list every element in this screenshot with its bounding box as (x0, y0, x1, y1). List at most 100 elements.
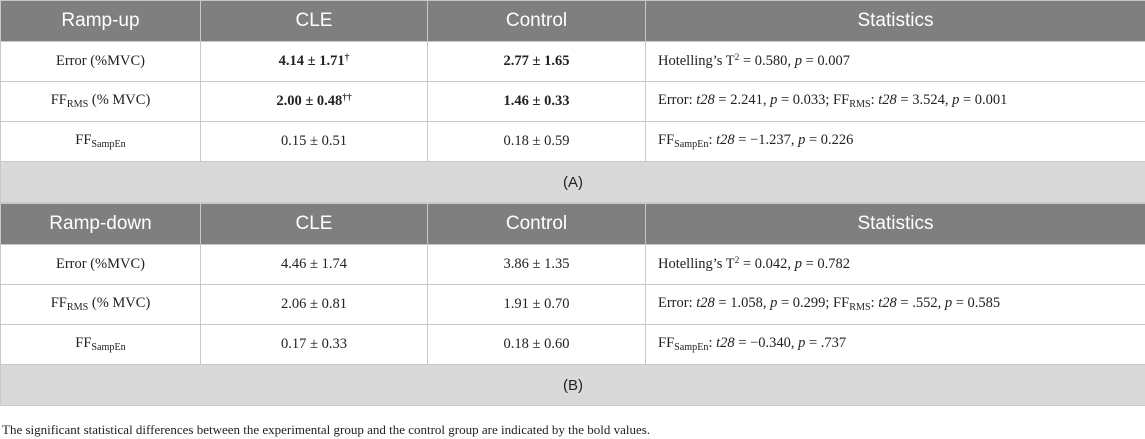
table-cell: 2.06 ± 0.81 (200, 284, 428, 325)
header-cell: CLE (200, 203, 428, 245)
cell-text: = 0.226 (805, 132, 854, 149)
table-cell: 1.46 ± 0.33 (427, 81, 646, 122)
cell-text: = 0.042, (739, 256, 795, 273)
cell-text: RMS (66, 302, 89, 314)
table-cell: 4.14 ± 1.71† (200, 41, 428, 82)
cell-text: SampEn (674, 139, 709, 151)
table-cell: FFSampEn: t28 = −0.340, p = .737 (645, 324, 1145, 365)
cell-text: Hotelling’s T (658, 53, 735, 70)
header-cell: Control (427, 0, 646, 42)
table-cell: FFSampEn (0, 324, 201, 365)
table-row: Error (%MVC) 4.46 ± 1.74 3.86 ± 1.35 Hotell… (0, 244, 1145, 285)
data-table: Ramp-down CLE Control Statistics Error (%MVC… (0, 203, 1145, 406)
cell-text: Error: (658, 295, 697, 312)
cell-text: 2 (734, 255, 740, 266)
table-cell: 0.17 ± 0.33 (200, 324, 428, 365)
cell-text: Error (%MVC) (56, 256, 145, 272)
data-table: Ramp-up CLE Control Statistics Error (%MVC) 4… (0, 0, 1145, 203)
caption-row: (A) (0, 161, 1145, 203)
cell-text: p (770, 92, 778, 109)
cell-text: FF (50, 92, 67, 109)
cell-text: 2.06 ± 0.81 (281, 296, 347, 312)
table-cell: Hotelling’s T2 = 0.580, p = 0.007 (645, 41, 1145, 82)
table-row: FFRMS (% MVC) 2.00 ± 0.48†† 1.46 ± 0.33 Err… (0, 81, 1145, 122)
cell-text: = 0.001 (959, 92, 1008, 109)
cell-text: Error: (658, 92, 697, 109)
cell-text: p (794, 256, 802, 273)
table-row: Error (%MVC) 4.14 ± 1.71† 2.77 ± 1.65 Hotel… (0, 41, 1145, 82)
cell-text: p (798, 335, 806, 352)
cell-text: 3.86 ± 1.35 (503, 256, 570, 272)
cell-text: : (708, 132, 717, 149)
cell-text: t28 (716, 132, 735, 149)
cell-text: SampEn (91, 342, 126, 354)
cell-text: = 2.241, (714, 92, 771, 109)
cell-text: p (770, 295, 778, 312)
table-cell: 0.15 ± 0.51 (200, 121, 428, 162)
table-cell: 4.46 ± 1.74 (200, 244, 428, 285)
header-cell: Control (427, 203, 646, 245)
cell-text: = .552, (896, 295, 945, 312)
cell-text: = 0.007 (801, 53, 850, 70)
table-cell: 0.18 ± 0.59 (427, 121, 646, 162)
cell-text: FF (658, 132, 675, 149)
table-cell: Hotelling’s T2 = 0.042, p = 0.782 (645, 244, 1145, 285)
cell-text: (% MVC) (88, 295, 151, 312)
cell-text: : (870, 92, 879, 109)
cell-text: 1.91 ± 0.70 (503, 296, 570, 312)
table-caption: (A) (0, 161, 1145, 203)
table-cell: FFSampEn: t28 = −1.237, p = 0.226 (645, 121, 1145, 162)
cell-text: = −1.237, (734, 132, 799, 149)
header-row: Ramp-down CLE Control Statistics (0, 203, 1145, 245)
cell-text: FF (50, 295, 67, 312)
table-cell: Error (%MVC) (0, 41, 201, 82)
table-cell: Error: t28 = 1.058, p = 0.299; FFRMS: t2… (645, 284, 1145, 325)
tables: Ramp-up CLE Control Statistics Error (%MVC) 4… (0, 0, 1145, 406)
cell-text: t28 (716, 335, 735, 352)
cell-text: t28 (696, 295, 715, 312)
table-caption: (B) (0, 364, 1145, 406)
cell-text: RMS (66, 99, 89, 111)
footnote: The significant statistical differences … (2, 422, 651, 437)
table-cell: FFRMS (% MVC) (0, 284, 201, 325)
cell-text: = .737 (805, 335, 847, 352)
cell-text: 4.14 ± 1.71 (278, 53, 345, 70)
cell-text: = 0.782 (801, 256, 850, 273)
table-cell: Error (%MVC) (0, 244, 201, 285)
cell-text: FF (75, 132, 92, 149)
header-cell: Ramp-down (0, 203, 201, 245)
cell-text: † (344, 52, 350, 63)
cell-text: 0.18 ± 0.59 (503, 133, 570, 149)
table-row: FFSampEn 0.17 ± 0.33 0.18 ± 0.60 FFSampEn: … (0, 324, 1145, 365)
cell-text: RMS (849, 302, 871, 314)
table-cell: 2.00 ± 0.48†† (200, 81, 428, 122)
cell-text: = 0.299; FF (777, 295, 850, 312)
cell-text: p (952, 92, 960, 109)
cell-text: 2.00 ± 0.48 (276, 93, 343, 110)
cell-text: t28 (878, 295, 897, 312)
header-cell: Ramp-up (0, 0, 201, 42)
cell-text: = 3.524, (896, 92, 953, 109)
cell-text: 2.77 ± 1.65 (503, 53, 570, 69)
cell-text: FF (75, 335, 92, 352)
cell-text: t28 (878, 92, 897, 109)
cell-text: 0.15 ± 0.51 (281, 133, 347, 149)
cell-text: t28 (696, 92, 715, 109)
cell-text: (% MVC) (88, 92, 151, 109)
header-cell: CLE (200, 0, 428, 42)
header-row: Ramp-up CLE Control Statistics (0, 0, 1145, 42)
table-cell: FFSampEn (0, 121, 201, 162)
cell-text: : (708, 335, 717, 352)
cell-text: 0.17 ± 0.33 (281, 336, 347, 352)
cell-text: p (944, 295, 953, 312)
cell-text: SampEn (674, 342, 709, 354)
table-row: FFRMS (% MVC) 2.06 ± 0.81 1.91 ± 0.70 Error… (0, 284, 1145, 325)
cell-text: 2 (734, 52, 740, 63)
cell-text: 4.46 ± 1.74 (281, 256, 347, 272)
cell-text: = 0.585 (952, 295, 1001, 312)
cell-text: FF (658, 335, 675, 352)
cell-text: : (870, 295, 879, 312)
caption-row: (B) (0, 364, 1145, 406)
header-cell: Statistics (645, 0, 1145, 42)
